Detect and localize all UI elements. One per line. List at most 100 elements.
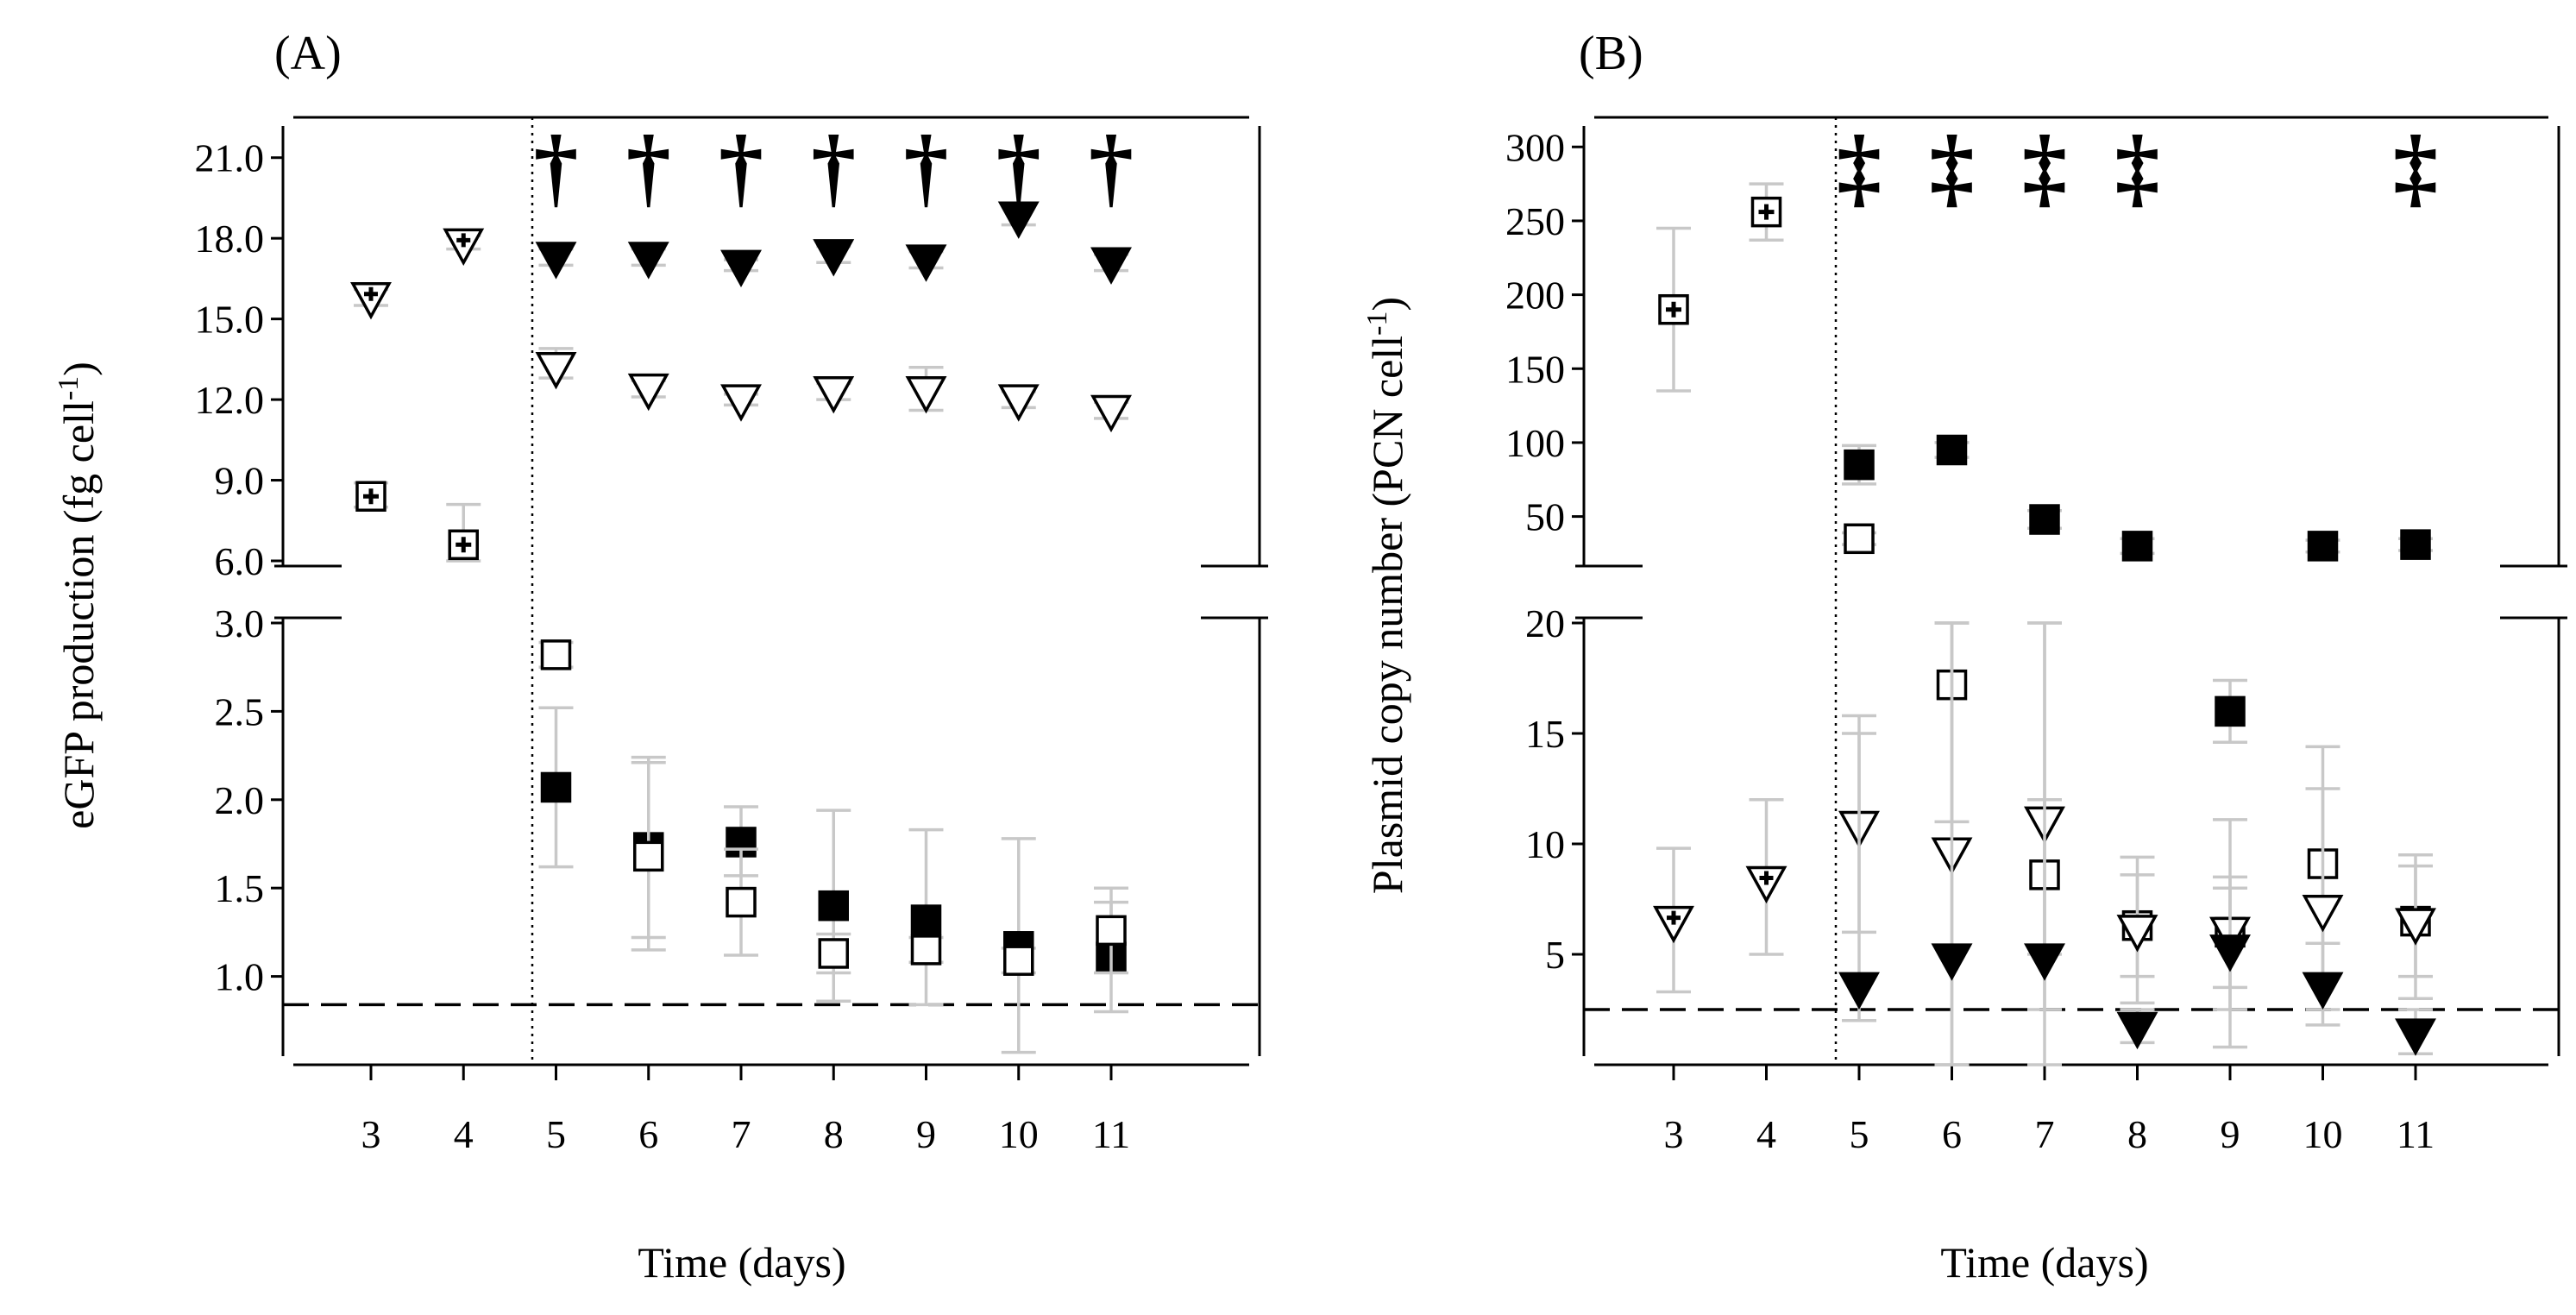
panel-a-series-square-filled [538, 706, 1128, 1054]
panel-a-data-point-square-open [633, 840, 664, 872]
panel-b-data-point-square-filled [2121, 531, 2153, 562]
panel-a-data-point-triangle-open [720, 384, 762, 422]
panel-a-data-point-triangle-filled [535, 242, 577, 280]
panel-b-y-axis-title: Plasmid copy number (PCN cell-1) [1361, 297, 1411, 894]
panel-b-significance-marker: ‡ [1837, 117, 1882, 217]
panel-b-data-point-square-filled [2215, 695, 2246, 727]
panel-b-error-bar [1934, 621, 1970, 1066]
panel-b-label: (B) [1579, 27, 1643, 80]
panel-a-y-tick-label-lower: 2.0 [215, 778, 265, 822]
panel-b-data-point-triangle-filled [2209, 934, 2251, 972]
panel-a-y-tick-label-upper: 18.0 [195, 217, 265, 261]
panel-a-x-tick-label: 9 [916, 1112, 936, 1156]
panel-a-data-point-triangle-filled [1090, 247, 1132, 285]
panel-a-frame [274, 116, 1268, 1066]
panel-a-significance-marker: † [904, 117, 949, 217]
panel-a-data-point-square-filled [910, 904, 942, 935]
panel-b-series-triangle-open [1838, 621, 2436, 1066]
panel-b-data-point-square-filled [2307, 531, 2339, 562]
panel-b-data-point-square-open [1844, 523, 1875, 555]
panel-b-x-tick-label: 10 [2303, 1112, 2343, 1156]
panel-b-data-point-triangle-open [2395, 908, 2436, 946]
panel-a-data-point-triangle-filled [997, 201, 1040, 239]
panel-b-y-tick-label-lower: 10 [1525, 822, 1565, 866]
panel-a-y-tick-label-upper: 6.0 [215, 539, 265, 583]
panel-b-data-point-square-filled [2400, 529, 2431, 560]
panel-b-y-tick-label-upper: 300 [1505, 125, 1565, 169]
panel-a-series-square-cross [354, 481, 481, 563]
panel-a-x-tick-label: 4 [454, 1112, 474, 1156]
panel-a-y-axis-title-main: eGFP production (fg cell [54, 400, 103, 829]
panel-b-data-point-triangle-filled [2302, 972, 2344, 1010]
panel-a-y-axis-title-superscript: -1 [53, 376, 85, 400]
panel-b-data-point-cross [1758, 204, 1775, 220]
panel-b-frame [1575, 116, 2567, 1066]
panel-b-data-point-square-cross [1658, 293, 1689, 325]
panel-a-y-tick-label-upper: 15.0 [195, 298, 265, 342]
panel-a-data-point-triangle-filled [813, 239, 855, 277]
panel-a-data-point-triangle-open [1090, 394, 1132, 433]
panel-a-data-point-cross [456, 233, 471, 248]
panel-b-data-point-square-filled [1844, 449, 1875, 481]
panel-a-data-point-square-open [818, 938, 849, 969]
panel-a-x-axis-title: Time (days) [638, 1238, 845, 1287]
panel-b-x-tick-label: 11 [2397, 1112, 2435, 1156]
panel-a-y-tick-label-lower: 3.0 [215, 601, 265, 645]
panel-a-data-point-square-open [1096, 915, 1127, 947]
panel-b-series-triangle-cross [1653, 798, 1787, 994]
panel-b-data-point-triangle-filled [1931, 943, 1973, 981]
panel-b-series-square-open [1842, 523, 1876, 555]
panel-b-y-tick-label-lower: 20 [1525, 601, 1565, 645]
panel-a-y-tick-label-lower: 2.5 [215, 689, 265, 733]
panel-b-x-tick-label: 6 [1942, 1112, 1962, 1156]
panel-a-y-tick-label-lower: 1.0 [215, 955, 265, 999]
panel-a-data-point-square-open [1003, 945, 1034, 976]
panel-b-series-square-filled [2213, 678, 2247, 744]
panel-b-y-tick-label-lower: 15 [1525, 712, 1565, 756]
panel-a-significance-marker: † [719, 117, 763, 217]
panel-a-x-tick-label: 7 [732, 1112, 751, 1156]
panel-a-y-axis-title-close: ) [54, 362, 103, 376]
panel-b-x-axis-title: Time (days) [1940, 1238, 2148, 1287]
panel-b-x-tick-label: 7 [2035, 1112, 2055, 1156]
panel-b-data-point-triangle-open [2116, 915, 2158, 953]
panel-b-data-point-triangle-filled [2395, 1018, 2436, 1056]
panel-b-data-point-triangle-filled [2024, 943, 2065, 981]
panel-a-significance-marker: † [996, 117, 1041, 217]
panel-a-data-point-cross [456, 537, 472, 553]
panel-b-series-triangle-filled [1838, 621, 2436, 1066]
panel-b-series-square-open [1934, 621, 2433, 990]
panel-a-data-point-triangle-open [905, 375, 947, 414]
panel-a-data-point-square-open [910, 934, 942, 966]
panel-a-x-tick-label: 10 [999, 1112, 1039, 1156]
panel-a-data-point-square-filled [540, 771, 572, 803]
panel-b-data-point-triangle-filled [1838, 972, 1880, 1010]
panel-b-x-tick-label: 9 [2221, 1112, 2240, 1156]
panel-b-y-tick-label-upper: 200 [1505, 274, 1565, 318]
panel-a-y-tick-label-upper: 12.0 [195, 378, 265, 422]
panel-b-data-point-cross [1759, 871, 1774, 885]
panel-a-series-square-open [538, 639, 1128, 976]
panel-b-series-square-filled [1842, 434, 2433, 562]
panel-b-x-tick-label: 4 [1756, 1112, 1776, 1156]
panel-b-significance-marker: ‡ [2115, 117, 2160, 217]
panel-b-x-tick-label: 3 [1664, 1112, 1684, 1156]
panel-a-data-point-square-open [726, 886, 757, 918]
panel-b-x-tick-label: 8 [2127, 1112, 2147, 1156]
panel-a-data-point-square-open [540, 639, 572, 670]
panel-b-x-tick-label: 5 [1850, 1112, 1869, 1156]
panel-a-significance-marker: † [811, 117, 856, 217]
panel-b-data-point-square-filled [2029, 504, 2060, 535]
panel-b-data-point-triangle-filled [2116, 1011, 2158, 1050]
panel-b-y-axis-title-close: ) [1363, 297, 1411, 311]
panel-a: (A) Time (days) eGFP production (fg cell… [53, 27, 1268, 1287]
panel-a-series-triangle-open [535, 347, 1132, 433]
panel-a-data-point-triangle-filled [905, 244, 947, 282]
panel-b-y-tick-label-lower: 5 [1545, 933, 1565, 977]
panel-a-data-point-triangle-open [535, 351, 577, 390]
panel-b-significance-marker: ‡ [1930, 117, 1975, 217]
panel-a-data-point-triangle-filled [627, 242, 669, 280]
panel-a-data-point-triangle-filled [720, 249, 762, 287]
panel-a-x-tick-label: 8 [824, 1112, 844, 1156]
